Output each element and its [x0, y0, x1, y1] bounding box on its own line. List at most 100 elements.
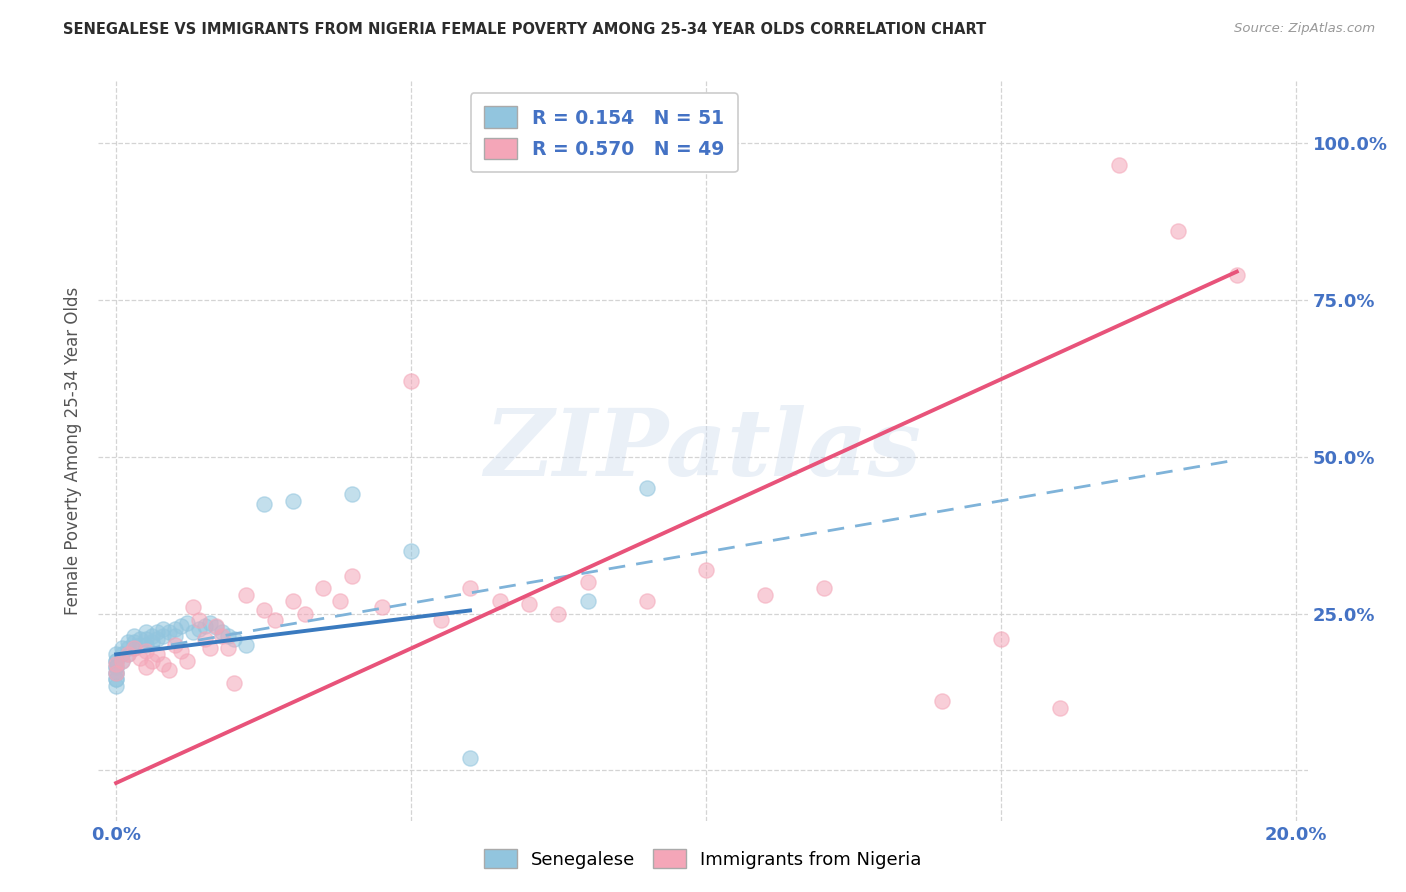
Point — [217, 641, 239, 656]
Point — [264, 613, 287, 627]
Point — [340, 569, 363, 583]
Point — [252, 497, 274, 511]
Point — [105, 666, 128, 681]
Point — [117, 641, 139, 656]
Point — [141, 635, 163, 649]
Point — [294, 607, 316, 621]
Point — [488, 594, 510, 608]
Point — [200, 641, 222, 656]
Point — [1226, 268, 1249, 282]
Point — [152, 629, 174, 643]
Point — [194, 632, 217, 646]
Point — [122, 629, 145, 643]
Point — [399, 375, 422, 389]
Point — [105, 660, 128, 674]
Point — [105, 666, 128, 681]
Point — [122, 641, 145, 656]
Point — [990, 632, 1012, 646]
Point — [111, 654, 134, 668]
Point — [429, 613, 451, 627]
Point — [152, 657, 174, 671]
Point — [636, 594, 658, 608]
Point — [1167, 224, 1189, 238]
Point — [176, 615, 198, 630]
Point — [170, 644, 193, 658]
Point — [458, 582, 481, 596]
Legend: R = 0.154   N = 51, R = 0.570   N = 49: R = 0.154 N = 51, R = 0.570 N = 49 — [471, 94, 738, 172]
Point — [146, 632, 169, 646]
Point — [105, 657, 128, 671]
Point — [105, 673, 128, 687]
Point — [281, 594, 304, 608]
Point — [135, 644, 157, 658]
Point — [141, 629, 163, 643]
Point — [105, 648, 128, 662]
Point — [128, 638, 150, 652]
Point — [165, 629, 187, 643]
Point — [931, 694, 953, 708]
Point — [576, 575, 599, 590]
Legend: Senegalese, Immigrants from Nigeria: Senegalese, Immigrants from Nigeria — [477, 842, 929, 876]
Point — [181, 625, 204, 640]
Point — [636, 481, 658, 495]
Point — [235, 638, 257, 652]
Point — [135, 660, 157, 674]
Point — [176, 654, 198, 668]
Point — [105, 660, 128, 674]
Text: Source: ZipAtlas.com: Source: ZipAtlas.com — [1234, 22, 1375, 36]
Point — [105, 654, 128, 668]
Point — [157, 625, 180, 640]
Point — [458, 751, 481, 765]
Point — [340, 487, 363, 501]
Point — [141, 654, 163, 668]
Point — [205, 620, 228, 634]
Y-axis label: Female Poverty Among 25-34 Year Olds: Female Poverty Among 25-34 Year Olds — [65, 286, 83, 615]
Point — [329, 594, 352, 608]
Point — [122, 635, 145, 649]
Point — [1108, 158, 1130, 172]
Point — [128, 650, 150, 665]
Point — [217, 629, 239, 643]
Point — [122, 641, 145, 656]
Point — [311, 582, 333, 596]
Point — [111, 648, 134, 662]
Point — [222, 675, 245, 690]
Point — [128, 632, 150, 646]
Point — [135, 625, 157, 640]
Point — [187, 622, 209, 636]
Point — [205, 619, 228, 633]
Point — [281, 493, 304, 508]
Point — [165, 622, 187, 636]
Point — [370, 600, 392, 615]
Point — [117, 635, 139, 649]
Point — [152, 622, 174, 636]
Point — [105, 654, 128, 668]
Point — [157, 663, 180, 677]
Point — [194, 619, 217, 633]
Point — [695, 563, 717, 577]
Point — [181, 600, 204, 615]
Point — [1049, 700, 1071, 714]
Point — [200, 615, 222, 630]
Point — [135, 638, 157, 652]
Point — [517, 597, 540, 611]
Text: SENEGALESE VS IMMIGRANTS FROM NIGERIA FEMALE POVERTY AMONG 25-34 YEAR OLDS CORRE: SENEGALESE VS IMMIGRANTS FROM NIGERIA FE… — [63, 22, 987, 37]
Point — [165, 638, 187, 652]
Point — [754, 588, 776, 602]
Point — [211, 625, 233, 640]
Point — [252, 603, 274, 617]
Point — [235, 588, 257, 602]
Point — [105, 666, 128, 681]
Point — [135, 632, 157, 646]
Point — [813, 582, 835, 596]
Point — [146, 625, 169, 640]
Point — [111, 654, 134, 668]
Point — [117, 648, 139, 662]
Point — [399, 544, 422, 558]
Point — [105, 673, 128, 687]
Point — [111, 641, 134, 656]
Point — [170, 619, 193, 633]
Point — [187, 613, 209, 627]
Text: ZIPatlas: ZIPatlas — [485, 406, 921, 495]
Point — [576, 594, 599, 608]
